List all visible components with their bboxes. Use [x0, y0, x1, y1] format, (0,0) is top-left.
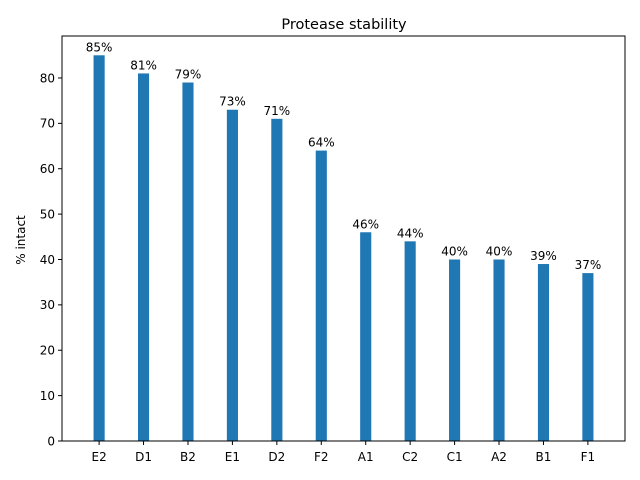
- y-axis-label: % intact: [14, 215, 28, 265]
- bar-A1: [360, 232, 372, 441]
- x-tick-label-D2: D2: [268, 450, 285, 464]
- y-tick-label-10: 10: [40, 389, 55, 403]
- x-tick-label-A2: A2: [491, 450, 507, 464]
- bar-D2: [271, 118, 283, 441]
- bar-value-label-A1: 46%: [352, 217, 379, 231]
- bar-C1: [449, 259, 461, 441]
- bar-E2: [93, 55, 105, 441]
- bars-group: [93, 55, 594, 442]
- y-tick-label-0: 0: [47, 434, 55, 448]
- bar-B2: [182, 82, 194, 441]
- bar-F1: [582, 273, 594, 441]
- bar-C2: [404, 241, 416, 441]
- bar-B1: [537, 264, 550, 441]
- y-tick-label-20: 20: [40, 344, 55, 358]
- bar-value-label-D2: 71%: [264, 104, 291, 118]
- y-tick-label-60: 60: [40, 162, 55, 176]
- bar-value-label-C2: 44%: [397, 226, 424, 240]
- x-tick-label-B1: B1: [536, 450, 552, 464]
- x-tick-label-F1: F1: [581, 450, 596, 464]
- bar-labels-group: 85% 81% 79% 73% 71% 64% 46% 44% 40% 40% 39% 37%: [86, 40, 601, 272]
- bar-value-label-C1: 40%: [441, 244, 468, 258]
- chart-title: Protease stability: [281, 17, 407, 33]
- x-tick-label-D1: D1: [135, 450, 152, 464]
- x-tick-label-A1: A1: [358, 450, 374, 464]
- bar-value-label-D1: 81%: [130, 58, 157, 72]
- bar-value-label-B1: 39%: [530, 249, 557, 263]
- x-tick-label-C1: C1: [447, 450, 463, 464]
- bar-A2: [493, 259, 505, 441]
- bar-value-label-F1: 37%: [575, 258, 602, 272]
- bar-E1: [226, 109, 238, 442]
- bar-value-label-B2: 79%: [175, 68, 202, 82]
- x-tick-label-E2: E2: [91, 450, 106, 464]
- bar-D1: [137, 73, 150, 441]
- x-axis-ticks: E2 D1 B2 E1 D2 F2 A1 C2 C1 A2 B1 F1: [91, 441, 595, 464]
- bar-value-label-A2: 40%: [486, 244, 513, 258]
- x-tick-label-E1: E1: [225, 450, 240, 464]
- y-axis-ticks: 0 10 20 30 40 50 60 70 80: [40, 71, 62, 448]
- y-tick-label-50: 50: [40, 207, 55, 221]
- bar-F2: [315, 150, 327, 441]
- x-tick-label-C2: C2: [402, 450, 418, 464]
- bar-value-label-E2: 85%: [86, 40, 113, 54]
- y-tick-label-70: 70: [40, 117, 55, 131]
- y-tick-label-80: 80: [40, 71, 55, 85]
- plot-frame: [61, 35, 626, 442]
- y-tick-label-30: 30: [40, 298, 55, 312]
- bar-value-label-E1: 73%: [219, 95, 246, 109]
- y-tick-label-40: 40: [40, 253, 55, 267]
- x-tick-label-B2: B2: [180, 450, 196, 464]
- bar-value-label-F2: 64%: [308, 136, 335, 150]
- x-tick-label-F2: F2: [314, 450, 329, 464]
